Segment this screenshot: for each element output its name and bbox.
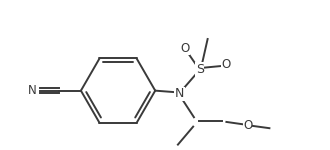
- Text: O: O: [222, 58, 231, 71]
- Text: N: N: [175, 87, 184, 100]
- Text: N: N: [28, 84, 37, 97]
- Text: O: O: [180, 42, 189, 54]
- Text: O: O: [243, 118, 252, 132]
- Text: S: S: [196, 63, 204, 76]
